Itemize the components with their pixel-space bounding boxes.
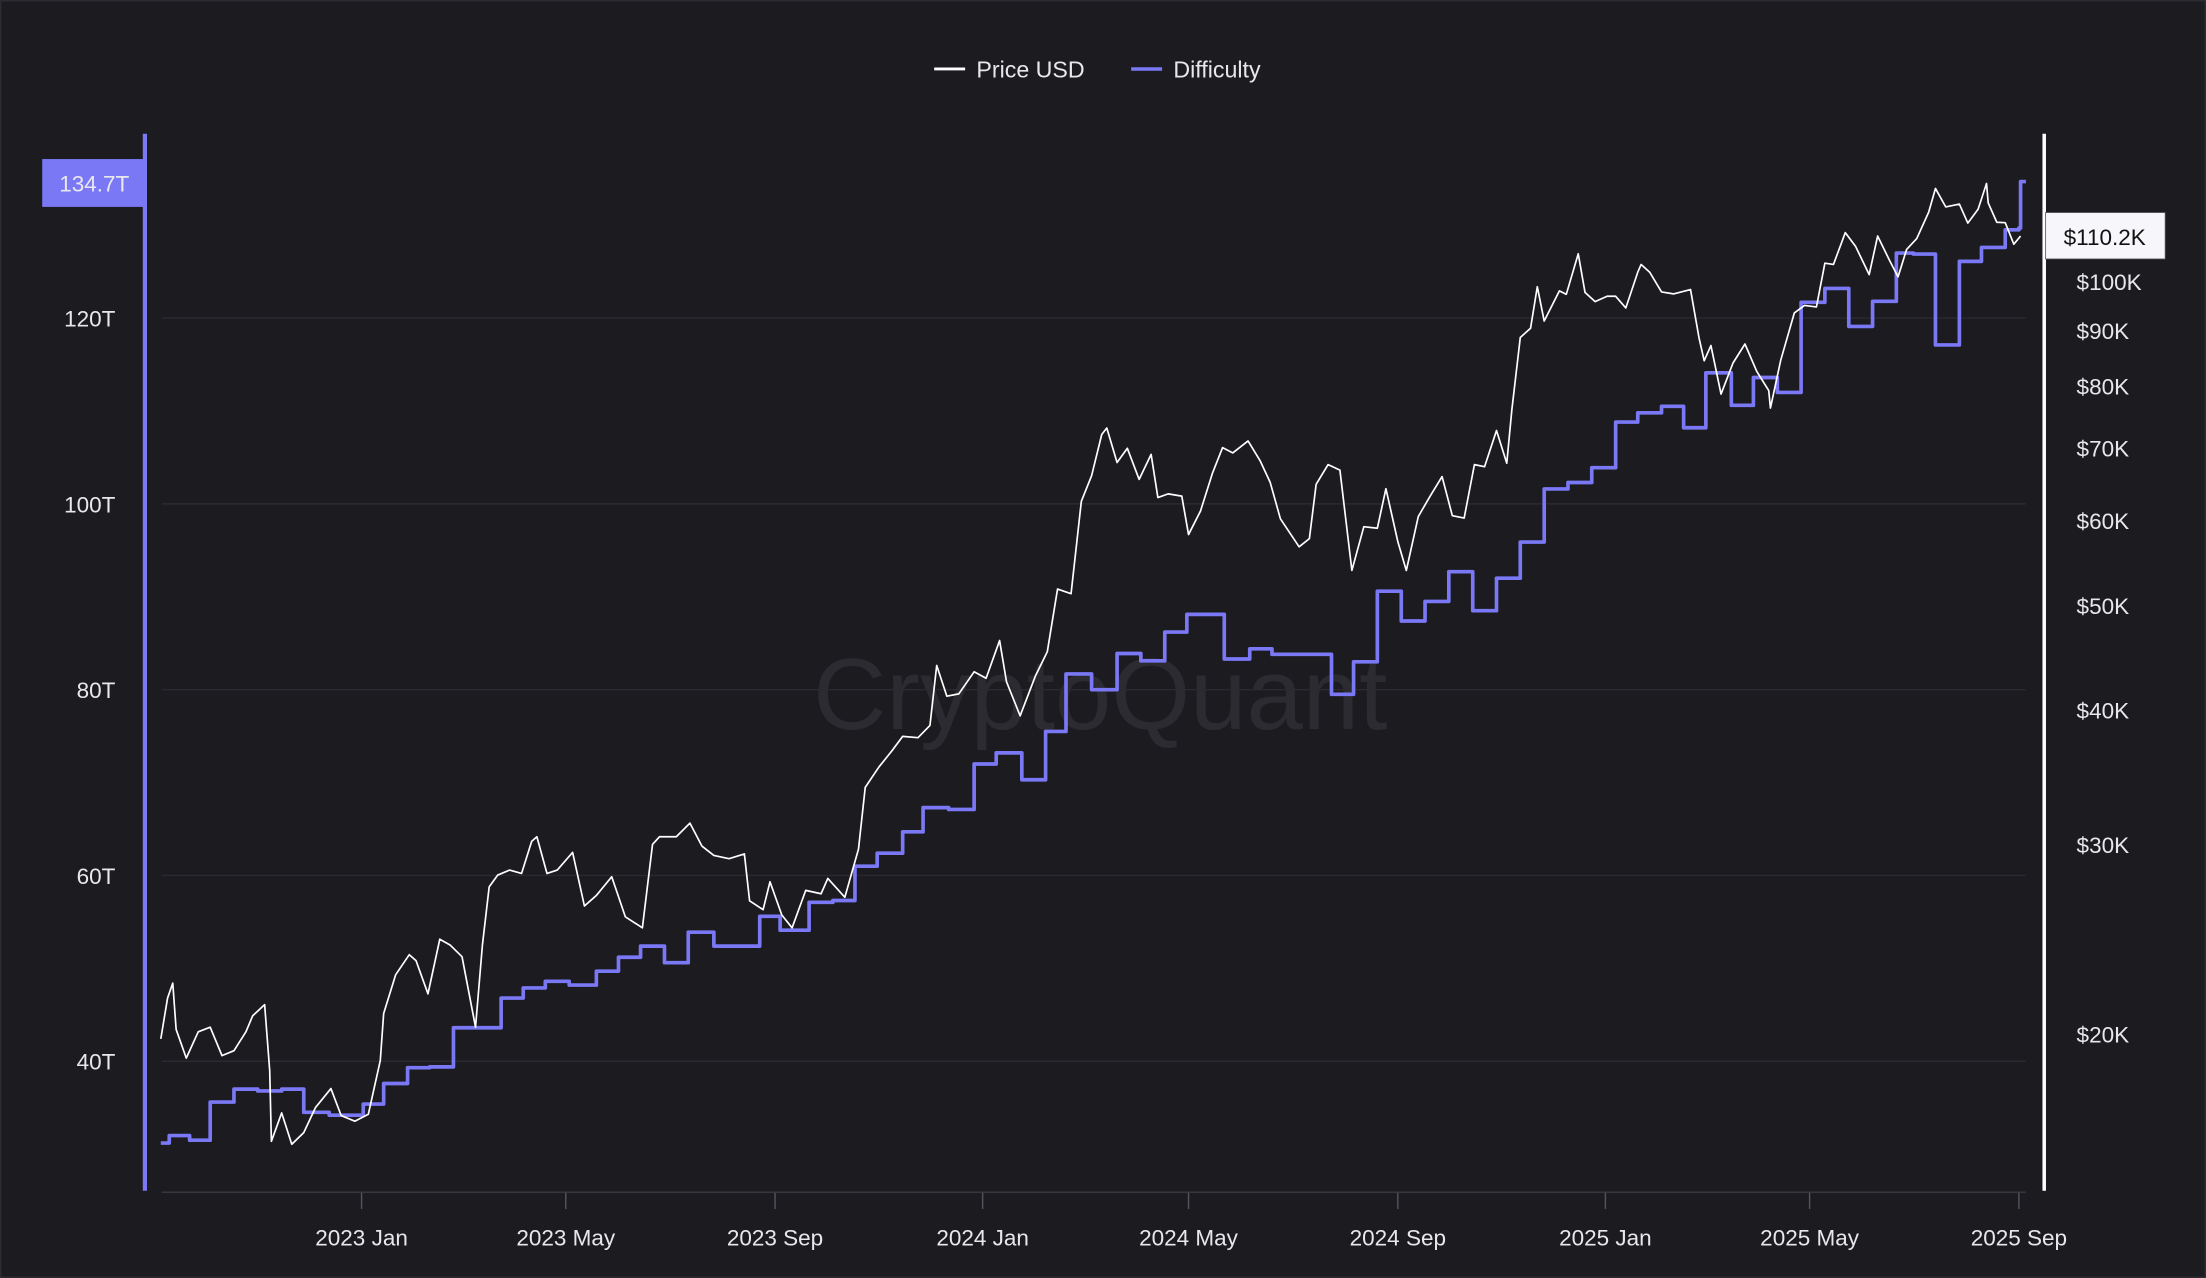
x-tick-label: 2024 Jan (936, 1226, 1029, 1251)
left-tick-label: 40T (77, 1050, 116, 1075)
legend-label-difficulty: Difficulty (1173, 56, 1261, 82)
grid-lines (161, 317, 2026, 1062)
legend-item-price[interactable]: Price USD (934, 56, 1085, 82)
price-badge-bg (2045, 212, 2166, 260)
difficulty-current-value: 134.7T (59, 171, 129, 196)
legend-item-difficulty[interactable]: Difficulty (1131, 56, 1261, 82)
right-tick-label: $20K (2077, 1023, 2130, 1048)
difficulty-badge-bg (42, 159, 145, 207)
legend-label-price: Price USD (976, 56, 1084, 82)
right-tick-label: $30K (2077, 833, 2130, 858)
right-tick-label: $70K (2077, 437, 2130, 462)
left-tick-label: 60T (77, 864, 116, 889)
x-tick-label: 2023 Jan (315, 1226, 408, 1251)
right-tick-label: $60K (2077, 509, 2130, 534)
x-tick-label: 2023 May (516, 1226, 616, 1251)
price-current-value: $110.2K (2064, 225, 2146, 250)
left-tick-label: 80T (77, 678, 116, 703)
x-tick-label: 2024 May (1139, 1226, 1239, 1251)
left-tick-label: 100T (64, 492, 116, 517)
x-axis-ticks: 2023 Jan 2023 May 2023 Sep 2024 Jan 2024 May… (315, 1192, 2067, 1251)
left-tick-label: 120T (64, 307, 116, 332)
right-tick-label: $100K (2077, 270, 2142, 295)
x-tick-label: 2023 Sep (727, 1226, 823, 1251)
right-tick-label: $50K (2077, 594, 2130, 619)
x-tick-label: 2024 Sep (1350, 1226, 1446, 1251)
price-line (159, 182, 2022, 1146)
x-tick-label: 2025 Jan (1559, 1226, 1652, 1251)
left-axis-ticks: 40T 60T 80T 100T 120T (64, 307, 116, 1075)
right-tick-label: $80K (2077, 374, 2130, 399)
right-axis-ticks: $20K $30K $40K $50K $60K $70K $80K $90K $100K (2077, 270, 2142, 1048)
difficulty-current-badge: 134.7T (42, 159, 145, 207)
x-tick-label: 2025 Sep (1971, 1226, 2067, 1251)
x-tick-label: 2025 May (1760, 1226, 1860, 1251)
price-current-badge: $110.2K (2045, 212, 2166, 260)
right-tick-label: $40K (2077, 698, 2130, 723)
right-tick-label: $90K (2077, 319, 2130, 344)
watermark: CryptoQuant (813, 638, 1387, 751)
legend: Price USD Difficulty (934, 56, 1261, 82)
